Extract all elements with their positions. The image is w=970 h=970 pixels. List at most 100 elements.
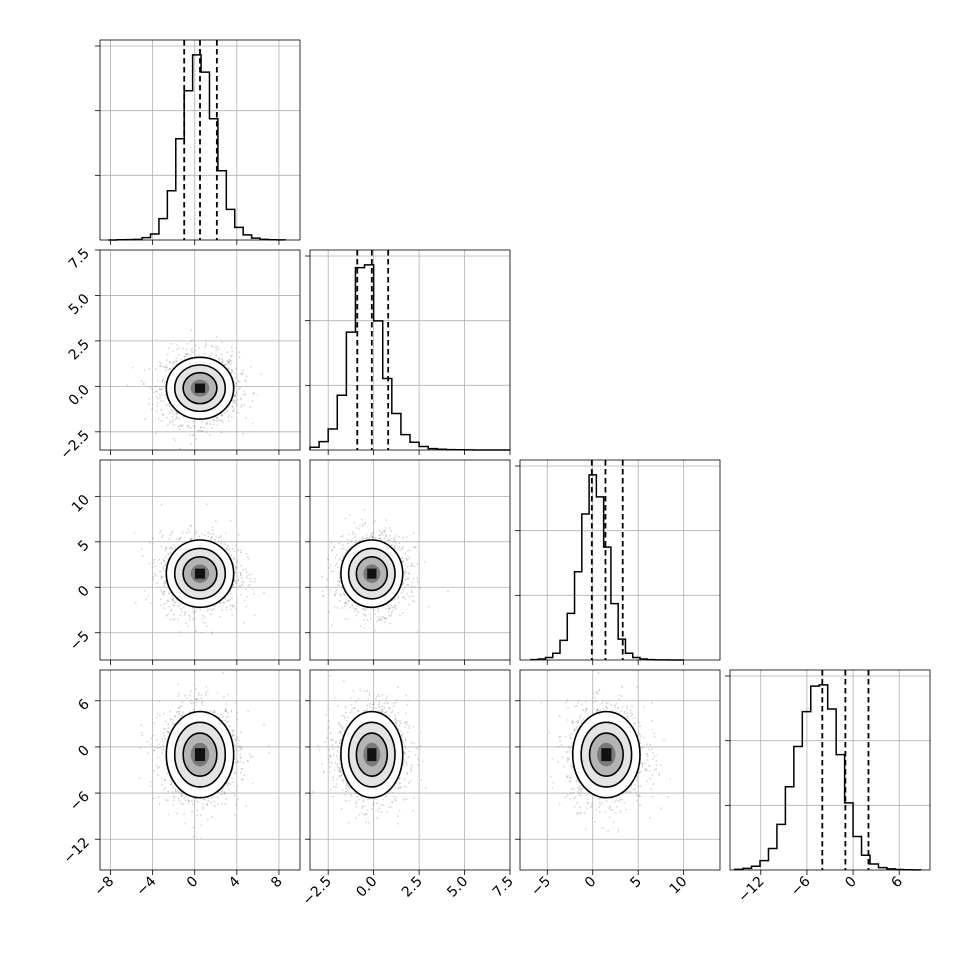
scatter-point xyxy=(165,555,167,558)
scatter-point xyxy=(374,629,377,632)
scatter-point xyxy=(202,614,205,617)
scatter-point xyxy=(208,433,211,436)
scatter-point xyxy=(203,616,206,618)
scatter-point xyxy=(176,412,178,415)
histogram-panel-1 xyxy=(305,249,511,451)
scatter-point xyxy=(168,347,171,350)
scatter-point xyxy=(161,591,164,594)
scatter-point xyxy=(223,793,226,795)
scatter-point xyxy=(369,613,372,616)
scatter-point xyxy=(379,618,382,621)
scatter-point xyxy=(190,329,193,331)
scatter-point xyxy=(225,608,228,611)
scatter-point xyxy=(162,583,165,585)
scatter-point xyxy=(162,745,164,748)
scatter-point xyxy=(175,360,177,363)
scatter-point xyxy=(338,576,341,579)
scatter-point xyxy=(233,395,236,397)
scatter-point xyxy=(246,595,248,598)
pair-panel-0-3 xyxy=(99,669,301,871)
scatter-point xyxy=(163,381,166,384)
scatter-point xyxy=(364,522,367,524)
scatter-point xyxy=(226,351,229,354)
scatter-point xyxy=(216,416,219,419)
scatter-point xyxy=(173,722,176,725)
scatter-point xyxy=(232,605,235,608)
scatter-point xyxy=(244,393,247,396)
scatter-point xyxy=(240,576,243,579)
scatter-point xyxy=(218,419,221,422)
scatter-point xyxy=(232,734,234,737)
scatter-point xyxy=(184,610,187,613)
scatter-point xyxy=(220,431,223,434)
scatter-point xyxy=(192,709,195,712)
scatter-point xyxy=(377,608,380,610)
scatter-point xyxy=(416,563,419,565)
scatter-point xyxy=(166,353,169,355)
scatter-point xyxy=(245,571,248,573)
pair-panel-contents xyxy=(133,503,265,635)
scatter-point xyxy=(195,698,198,701)
scatter-point xyxy=(379,537,382,540)
scatter-point xyxy=(191,537,193,540)
scatter-point xyxy=(213,538,216,541)
scatter-point xyxy=(407,584,410,586)
scatter-point xyxy=(149,386,152,389)
scatter-point xyxy=(370,534,373,536)
scatter-point xyxy=(234,544,237,547)
scatter-point xyxy=(401,560,404,563)
scatter-point xyxy=(231,547,234,550)
scatter-point xyxy=(232,399,235,402)
scatter-point xyxy=(221,609,223,612)
scatter-point xyxy=(242,394,245,396)
scatter-point xyxy=(394,548,397,550)
scatter-point xyxy=(217,348,220,351)
scatter-point xyxy=(181,792,183,795)
scatter-point xyxy=(221,341,224,343)
scatter-point xyxy=(392,540,395,543)
scatter-point xyxy=(188,433,191,436)
scatter-point xyxy=(235,382,238,385)
scatter-point xyxy=(170,718,172,721)
scatter-point xyxy=(157,756,160,759)
scatter-point xyxy=(351,604,354,607)
scatter-point xyxy=(237,380,240,383)
scatter-point xyxy=(178,417,181,420)
scatter-point xyxy=(410,585,413,588)
scatter-point xyxy=(378,618,380,620)
scatter-point xyxy=(172,413,175,415)
histogram-frame xyxy=(309,249,511,451)
scatter-point xyxy=(232,728,235,731)
scatter-point xyxy=(235,561,238,564)
scatter-point xyxy=(210,538,213,540)
scatter-point xyxy=(399,614,401,617)
scatter-point xyxy=(351,604,354,607)
scatter-point xyxy=(155,764,158,767)
scatter-point xyxy=(167,552,170,555)
scatter-point xyxy=(231,350,234,353)
scatter-point xyxy=(252,392,255,394)
contour-line xyxy=(340,539,404,609)
scatter-point xyxy=(177,797,180,800)
scatter-point xyxy=(362,525,364,527)
scatter-point xyxy=(166,366,169,369)
scatter-point xyxy=(371,536,374,539)
scatter-point xyxy=(173,799,176,802)
scatter-point xyxy=(240,593,242,596)
scatter-point xyxy=(192,610,195,612)
scatter-point xyxy=(148,368,151,370)
scatter-point xyxy=(230,709,233,712)
scatter-point xyxy=(408,556,411,559)
scatter-point xyxy=(207,531,210,534)
scatter-point xyxy=(212,419,215,422)
scatter-point xyxy=(174,546,177,549)
scatter-point xyxy=(172,599,175,602)
scatter-point xyxy=(231,354,234,357)
scatter-point xyxy=(344,618,347,621)
scatter-point xyxy=(160,577,163,580)
scatter-point xyxy=(164,549,167,552)
scatter-point xyxy=(204,345,207,348)
scatter-point xyxy=(168,412,171,414)
scatter-point xyxy=(151,566,154,569)
